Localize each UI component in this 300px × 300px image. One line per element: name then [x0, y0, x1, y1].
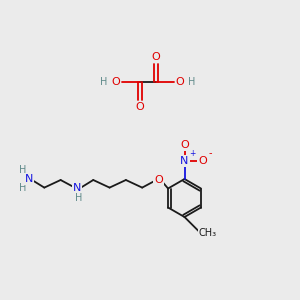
Text: O: O: [154, 175, 163, 185]
Text: -: -: [208, 148, 212, 158]
Text: N: N: [25, 174, 33, 184]
Text: H: H: [100, 77, 108, 87]
Text: +: +: [190, 149, 196, 158]
Text: N: N: [73, 183, 81, 193]
Text: O: O: [112, 77, 120, 87]
Text: H: H: [19, 165, 27, 175]
Text: O: O: [176, 77, 184, 87]
Text: N: N: [180, 156, 189, 166]
Text: H: H: [19, 183, 27, 193]
Text: O: O: [136, 102, 144, 112]
Text: CH₃: CH₃: [198, 228, 217, 238]
Text: O: O: [198, 156, 207, 166]
Text: H: H: [188, 77, 196, 87]
Text: O: O: [180, 140, 189, 150]
Text: H: H: [75, 193, 82, 202]
Text: O: O: [152, 52, 160, 62]
